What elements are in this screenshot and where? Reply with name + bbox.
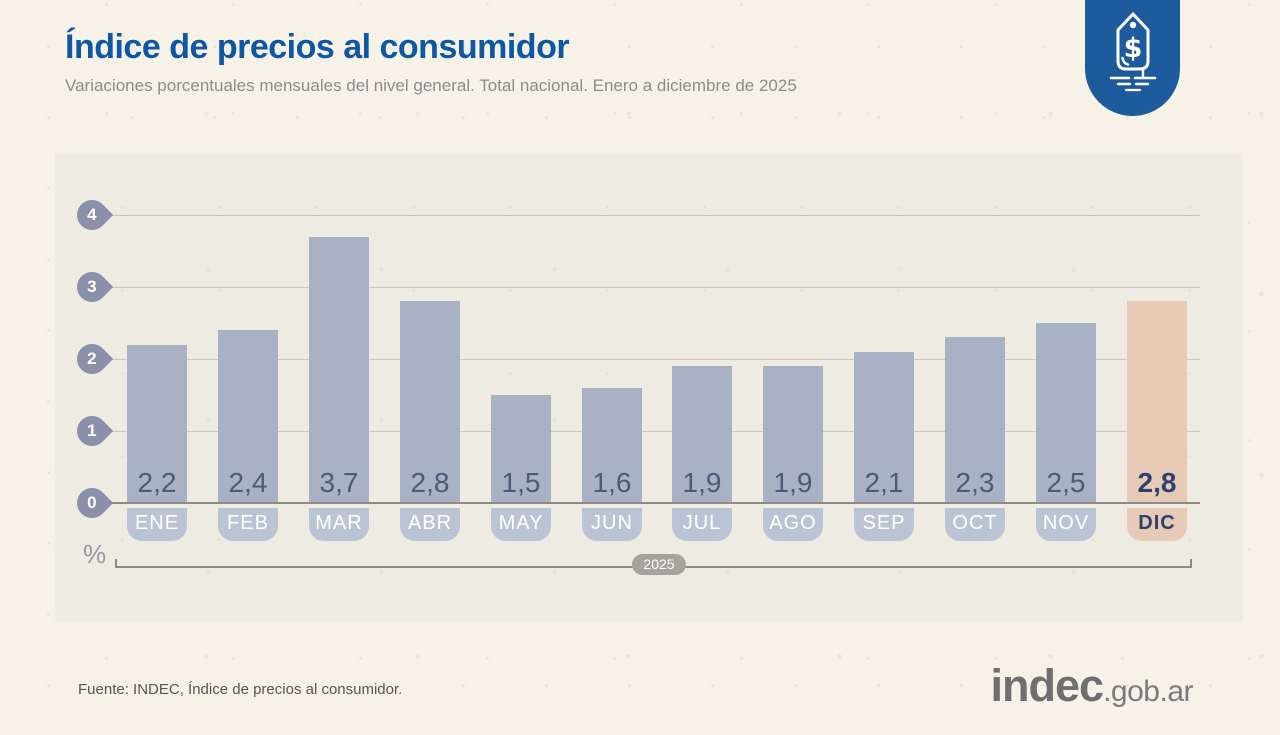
bar-value-label-feb: 2,4 <box>228 467 268 498</box>
bar-value-label-jun: 1,6 <box>592 467 632 498</box>
y-axis-tick-label: 3 <box>87 277 97 296</box>
month-label-sep: SEP <box>854 508 914 541</box>
month-label-oct: OCT <box>945 508 1005 541</box>
month-label-ene: ENE <box>127 508 187 541</box>
bar-dic <box>1127 301 1187 503</box>
bar-value-label-mar: 3,7 <box>319 467 359 498</box>
bar-ago <box>763 366 823 503</box>
bar-value-label-ago: 1,9 <box>773 467 813 498</box>
svg-text:$: $ <box>1123 33 1142 64</box>
bar-mar <box>309 237 369 503</box>
month-label-ago: AGO <box>763 508 823 541</box>
price-tag-icon: $ <box>1109 12 1156 92</box>
bar-sep <box>854 352 914 503</box>
bar-value-label-ene: 2,2 <box>137 467 177 498</box>
bar-feb <box>218 330 278 503</box>
gridline <box>110 359 1200 360</box>
y-axis-tick-label: 4 <box>87 205 97 224</box>
month-label-dic: DIC <box>1127 508 1187 541</box>
indec-logo-text: indec <box>990 660 1105 711</box>
bar-value-label-may: 1,5 <box>501 467 541 498</box>
y-axis-tick-2: 2 <box>70 337 114 381</box>
zero-axis-line <box>110 502 1200 504</box>
source-note: Fuente: INDEC, Índice de precios al cons… <box>78 681 403 698</box>
y-axis-tick-label: 2 <box>87 349 97 368</box>
bar-ene <box>127 345 187 503</box>
chart-panel: 0 1 2 3 4 2,2 ENE 2,4 FEB 3,7 MAR 2,8 ABR 1,5 MAY 1,6 J… <box>55 153 1243 622</box>
bar-value-label-sep: 2,1 <box>864 467 904 498</box>
month-label-feb: FEB <box>218 508 278 541</box>
bar-nov <box>1036 323 1096 503</box>
month-label-abr: ABR <box>400 508 460 541</box>
gridline <box>110 215 1200 216</box>
page-subtitle: Variaciones porcentuales mensuales del n… <box>65 76 797 95</box>
bar-value-label-jul: 1,9 <box>682 467 722 498</box>
y-axis-tick-0: 0 <box>70 481 114 525</box>
indec-logo: indec .gob.ar <box>990 660 1194 712</box>
page-title: Índice de precios al consumidor <box>65 28 570 66</box>
bar-may <box>491 395 551 503</box>
bar-value-label-nov: 2,5 <box>1046 467 1086 498</box>
y-axis-tick-label: 0 <box>87 493 97 512</box>
bar-jul <box>672 366 732 503</box>
y-axis-tick-4: 4 <box>70 193 114 237</box>
bar-value-label-dic: 2,8 <box>1137 467 1177 498</box>
bar-value-label-abr: 2,8 <box>410 467 450 498</box>
month-label-nov: NOV <box>1036 508 1096 541</box>
bar-jun <box>582 388 642 503</box>
indec-logo-domain: .gob.ar <box>1103 675 1193 708</box>
y-axis-tick-3: 3 <box>70 265 114 309</box>
bar-oct <box>945 337 1005 503</box>
bar-value-label-oct: 2,3 <box>955 467 995 498</box>
month-label-mar: MAR <box>309 508 369 541</box>
month-label-jun: JUN <box>582 508 642 541</box>
gridline <box>110 431 1200 432</box>
y-axis-tick-label: 1 <box>87 421 97 440</box>
header-badge: $ <box>1085 0 1180 116</box>
month-label-may: MAY <box>491 508 551 541</box>
year-label: 2025 <box>632 554 686 575</box>
gridline <box>110 287 1200 288</box>
y-axis-unit-label: % <box>83 539 107 569</box>
bar-abr <box>400 301 460 503</box>
y-axis-tick-1: 1 <box>70 409 114 453</box>
month-label-jul: JUL <box>672 508 732 541</box>
